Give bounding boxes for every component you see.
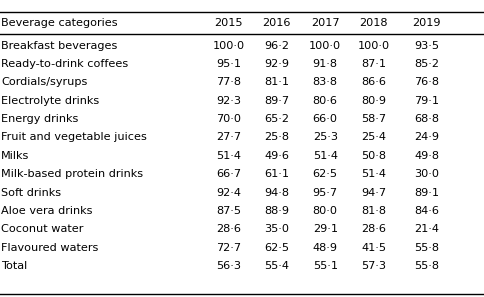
- Text: 76·8: 76·8: [414, 78, 439, 87]
- Text: 25·8: 25·8: [264, 132, 289, 143]
- Text: 88·9: 88·9: [264, 206, 289, 216]
- Text: 27·7: 27·7: [216, 132, 241, 143]
- Text: Milk-based protein drinks: Milk-based protein drinks: [1, 169, 143, 179]
- Text: 87·1: 87·1: [361, 59, 386, 69]
- Text: 94·7: 94·7: [361, 188, 386, 198]
- Text: Coconut water: Coconut water: [1, 224, 83, 234]
- Text: 48·9: 48·9: [313, 243, 338, 253]
- Text: Beverage categories: Beverage categories: [1, 18, 118, 28]
- Text: 80·6: 80·6: [313, 96, 338, 106]
- Text: 86·6: 86·6: [361, 78, 386, 87]
- Text: 68·8: 68·8: [414, 114, 439, 124]
- Text: 91·8: 91·8: [313, 59, 338, 69]
- Text: 81·8: 81·8: [361, 206, 386, 216]
- Text: Electrolyte drinks: Electrolyte drinks: [1, 96, 99, 106]
- Text: 55·4: 55·4: [264, 261, 289, 271]
- Text: 58·7: 58·7: [361, 114, 386, 124]
- Text: Breakfast beverages: Breakfast beverages: [1, 41, 117, 51]
- Text: 21·4: 21·4: [414, 224, 439, 234]
- Text: Energy drinks: Energy drinks: [1, 114, 78, 124]
- Text: 2015: 2015: [214, 18, 242, 28]
- Text: 41·5: 41·5: [361, 243, 386, 253]
- Text: 28·6: 28·6: [361, 224, 386, 234]
- Text: 55·8: 55·8: [414, 261, 439, 271]
- Text: 55·8: 55·8: [414, 243, 439, 253]
- Text: 50·8: 50·8: [361, 151, 386, 161]
- Text: 25·4: 25·4: [361, 132, 386, 143]
- Text: 87·5: 87·5: [216, 206, 241, 216]
- Text: 84·6: 84·6: [414, 206, 439, 216]
- Text: 65·2: 65·2: [264, 114, 289, 124]
- Text: 56·3: 56·3: [216, 261, 241, 271]
- Text: 51·4: 51·4: [216, 151, 241, 161]
- Text: 96·2: 96·2: [264, 41, 289, 51]
- Text: Total: Total: [1, 261, 27, 271]
- Text: 35·0: 35·0: [264, 224, 289, 234]
- Text: 2016: 2016: [263, 18, 291, 28]
- Text: 2019: 2019: [413, 18, 441, 28]
- Text: 100·0: 100·0: [309, 41, 341, 51]
- Text: 92·3: 92·3: [216, 96, 241, 106]
- Text: 70·0: 70·0: [216, 114, 241, 124]
- Text: 79·1: 79·1: [414, 96, 439, 106]
- Text: 100·0: 100·0: [212, 41, 244, 51]
- Text: 2017: 2017: [311, 18, 339, 28]
- Text: 2018: 2018: [360, 18, 388, 28]
- Text: 95·1: 95·1: [216, 59, 241, 69]
- Text: 93·5: 93·5: [414, 41, 439, 51]
- Text: 24·9: 24·9: [414, 132, 439, 143]
- Text: Cordials/syrups: Cordials/syrups: [1, 78, 87, 87]
- Text: 51·4: 51·4: [361, 169, 386, 179]
- Text: 83·8: 83·8: [313, 78, 338, 87]
- Text: 85·2: 85·2: [414, 59, 439, 69]
- Text: 25·3: 25·3: [313, 132, 338, 143]
- Text: 62·5: 62·5: [313, 169, 338, 179]
- Text: 81·1: 81·1: [264, 78, 289, 87]
- Text: Ready-to-drink coffees: Ready-to-drink coffees: [1, 59, 128, 69]
- Text: 72·7: 72·7: [216, 243, 241, 253]
- Text: Soft drinks: Soft drinks: [1, 188, 61, 198]
- Text: 49·8: 49·8: [414, 151, 439, 161]
- Text: 30·0: 30·0: [414, 169, 439, 179]
- Text: Milks: Milks: [1, 151, 30, 161]
- Text: Fruit and vegetable juices: Fruit and vegetable juices: [1, 132, 147, 143]
- Text: 80·9: 80·9: [361, 96, 386, 106]
- Text: Flavoured waters: Flavoured waters: [1, 243, 98, 253]
- Text: Aloe vera drinks: Aloe vera drinks: [1, 206, 92, 216]
- Text: 62·5: 62·5: [264, 243, 289, 253]
- Text: 28·6: 28·6: [216, 224, 241, 234]
- Text: 77·8: 77·8: [216, 78, 241, 87]
- Text: 49·6: 49·6: [264, 151, 289, 161]
- Text: 61·1: 61·1: [264, 169, 289, 179]
- Text: 100·0: 100·0: [358, 41, 390, 51]
- Text: 95·7: 95·7: [313, 188, 338, 198]
- Text: 89·1: 89·1: [414, 188, 439, 198]
- Text: 29·1: 29·1: [313, 224, 338, 234]
- Text: 55·1: 55·1: [313, 261, 338, 271]
- Text: 80·0: 80·0: [313, 206, 338, 216]
- Text: 92·4: 92·4: [216, 188, 241, 198]
- Text: 51·4: 51·4: [313, 151, 338, 161]
- Text: 92·9: 92·9: [264, 59, 289, 69]
- Text: 94·8: 94·8: [264, 188, 289, 198]
- Text: 66·7: 66·7: [216, 169, 241, 179]
- Text: 57·3: 57·3: [361, 261, 386, 271]
- Text: 66·0: 66·0: [313, 114, 338, 124]
- Text: 89·7: 89·7: [264, 96, 289, 106]
